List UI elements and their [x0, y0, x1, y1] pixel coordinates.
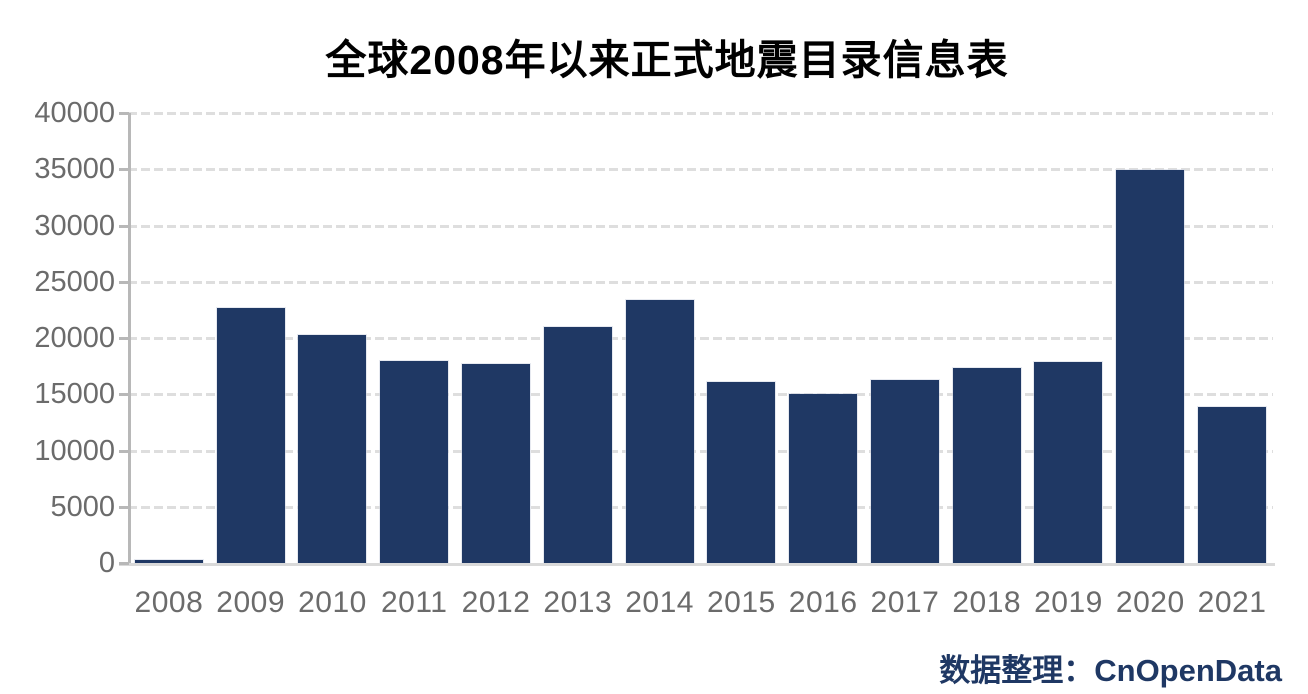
x-axis-label-2019: 2019	[1034, 586, 1103, 619]
y-tick-40000	[119, 112, 129, 115]
chart-title: 全球2008年以来正式地震目录信息表	[325, 37, 1009, 83]
x-axis-label-2021: 2021	[1197, 586, 1267, 619]
x-axis-label-2008: 2008	[134, 586, 204, 619]
bar-2008	[134, 559, 203, 563]
bar-2010	[298, 334, 367, 563]
x-axis-label-2016: 2016	[788, 586, 858, 619]
y-tick-5000	[119, 505, 129, 509]
bar-2016	[789, 394, 858, 563]
y-tick-20000	[119, 337, 129, 340]
bar-slot-2009	[210, 113, 292, 563]
gridline-40000	[128, 112, 1273, 115]
gridline-15000	[128, 393, 1273, 397]
x-axis-label-2010: 2010	[298, 586, 367, 619]
y-axis-line	[128, 113, 131, 565]
gridline-25000	[128, 280, 1273, 284]
bar-2017	[870, 379, 939, 563]
bar-slot-2008	[128, 113, 210, 563]
bar-slot-2010	[292, 113, 374, 563]
y-tick-0	[119, 562, 129, 565]
gridline-5000	[128, 505, 1273, 509]
bar-2012	[462, 363, 531, 563]
gridline-20000	[128, 337, 1273, 340]
bar-2020	[1116, 170, 1185, 563]
y-axis-label-30000: 30000	[34, 209, 115, 242]
gridline-35000	[128, 168, 1273, 172]
bar-slot-2011	[373, 113, 455, 563]
bar-slot-2016	[782, 113, 864, 563]
bar-2013	[543, 326, 612, 563]
y-axis-label-40000: 40000	[34, 97, 115, 129]
x-axis-line	[119, 563, 1275, 566]
y-tick-15000	[119, 393, 129, 397]
y-axis-label-25000: 25000	[34, 265, 115, 298]
bar-2019	[1034, 361, 1103, 563]
bar-2018	[952, 368, 1021, 563]
y-axis-label-15000: 15000	[34, 378, 115, 411]
y-tick-10000	[119, 449, 129, 453]
bar-slot-2017	[864, 113, 946, 563]
bar-slot-2015	[700, 113, 782, 563]
bar-slot-2021	[1191, 113, 1273, 563]
x-axis-label-2015: 2015	[706, 586, 776, 619]
y-axis-label-0: 0	[98, 547, 115, 579]
y-tick-30000	[119, 224, 129, 228]
y-axis-label-5000: 5000	[50, 490, 115, 523]
x-axis-label-2009: 2009	[216, 586, 286, 619]
y-axis-label-20000: 20000	[34, 322, 115, 354]
x-axis-label-2012: 2012	[461, 586, 531, 619]
bar-2021	[1198, 406, 1267, 563]
bar-2011	[380, 360, 449, 563]
x-axis-label-2013: 2013	[543, 586, 613, 619]
gridline-10000	[128, 449, 1273, 453]
bar-slot-2014	[619, 113, 701, 563]
bar-series	[128, 113, 1273, 563]
bar-2009	[216, 307, 285, 563]
y-axis-label-35000: 35000	[34, 153, 115, 186]
y-tick-25000	[119, 280, 129, 284]
x-axis-label-2017: 2017	[870, 586, 940, 619]
y-tick-35000	[119, 168, 129, 172]
x-axis-labels: 2008 2009 2010 2011 2012 2013 2014 2015 2016 2017…	[128, 586, 1273, 620]
x-axis-label-2011: 2011	[380, 586, 448, 619]
x-axis-label-2020: 2020	[1115, 586, 1185, 619]
bar-slot-2012	[455, 113, 537, 563]
x-axis-label-2014: 2014	[625, 586, 694, 619]
bar-slot-2013	[537, 113, 619, 563]
bar-2015	[707, 381, 776, 563]
y-axis-label-10000: 10000	[34, 434, 115, 467]
bar-slot-2020	[1109, 113, 1191, 563]
x-axis-label-2018: 2018	[952, 586, 1022, 619]
credit-text: 数据整理：CnOpenData	[939, 653, 1282, 688]
gridline-30000	[128, 224, 1273, 228]
bar-2014	[625, 299, 694, 563]
plot-area	[128, 112, 1273, 563]
bar-slot-2018	[946, 113, 1028, 563]
bar-slot-2019	[1028, 113, 1110, 563]
